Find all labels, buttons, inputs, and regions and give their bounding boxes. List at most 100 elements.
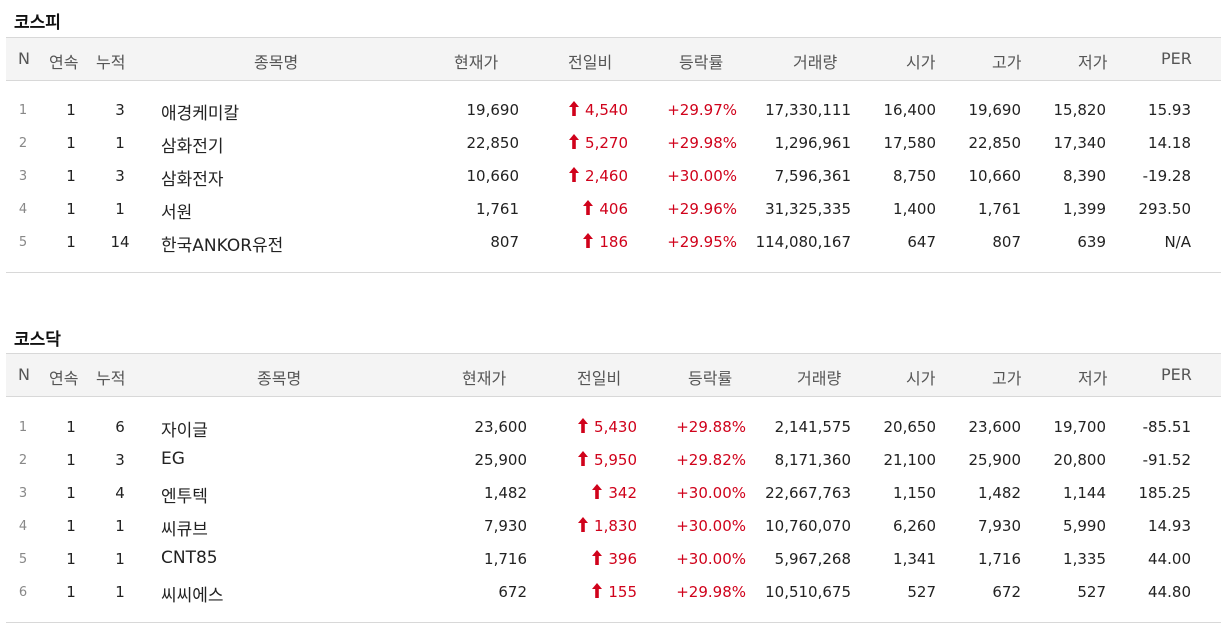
price-change: 5,430	[578, 418, 637, 436]
high-price: 22,850	[968, 134, 1022, 152]
per-value: 185.25	[1138, 484, 1192, 502]
change-rate: +30.00%	[676, 550, 746, 568]
table-row[interactable]: 5 1 1 CNT85 1,716 396 +30.00% 5,967,268 1,341 1,7…	[6, 543, 1221, 576]
col-n: N	[18, 365, 30, 384]
low-price: 8,390	[1063, 167, 1106, 185]
consecutive-count: 1	[66, 233, 76, 251]
up-arrow-icon	[569, 134, 580, 149]
stock-name[interactable]: 삼화전자	[161, 170, 224, 190]
row-number: 1	[18, 420, 28, 435]
consecutive-count: 1	[66, 583, 76, 601]
section-title: 코스피	[14, 13, 61, 33]
diff-value: 5,430	[594, 418, 637, 436]
divider	[6, 272, 1221, 273]
up-arrow-icon	[583, 233, 594, 248]
per-value: -91.52	[1142, 451, 1191, 469]
price-change: 2,460	[569, 167, 628, 185]
up-arrow-icon	[592, 550, 603, 565]
current-price: 22,850	[466, 134, 520, 152]
table-row[interactable]: 3 1 4 엔투텍 1,482 342 +30.00% 22,667,763 1,150 1,48…	[6, 477, 1221, 510]
stock-name[interactable]: 엔투텍	[161, 487, 208, 507]
cumulative-count: 14	[110, 233, 130, 251]
row-number: 1	[18, 103, 28, 118]
row-number: 3	[18, 486, 28, 501]
table-row[interactable]: 1 1 6 자이글 23,600 5,430 +29.88% 2,141,575 20,650 2…	[6, 411, 1221, 444]
low-price: 1,144	[1063, 484, 1106, 502]
col-open: 시가	[906, 53, 936, 72]
stock-name[interactable]: EG	[161, 449, 185, 469]
open-price: 8,750	[893, 167, 936, 185]
table-row[interactable]: 1 1 3 애경케미칼 19,690 4,540 +29.97% 17,330,111 16,4…	[6, 94, 1221, 127]
price-change: 5,270	[569, 134, 628, 152]
col-cont: 연속	[49, 53, 79, 72]
high-price: 1,482	[978, 484, 1021, 502]
current-price: 1,716	[484, 550, 527, 568]
per-value: 44.80	[1148, 583, 1191, 601]
open-price: 20,650	[883, 418, 937, 436]
high-price: 10,660	[968, 167, 1022, 185]
up-arrow-icon	[578, 517, 589, 532]
volume: 17,330,111	[765, 101, 851, 119]
consecutive-count: 1	[66, 550, 76, 568]
change-rate: +29.95%	[667, 233, 737, 251]
current-price: 19,690	[466, 101, 520, 119]
low-price: 1,335	[1063, 550, 1106, 568]
diff-value: 5,950	[594, 451, 637, 469]
open-price: 1,400	[893, 200, 936, 218]
col-high: 고가	[992, 369, 1022, 388]
kosdaq-section: 코스닥 N 연속 누적 종목명 현재가 전일비 등락률 거래량 시가 고가 저가…	[6, 317, 1221, 625]
col-low: 저가	[1078, 53, 1108, 72]
table-header: N 연속 누적 종목명 현재가 전일비 등락률 거래량 시가 고가 저가 PER	[6, 353, 1221, 397]
table-row[interactable]: 4 1 1 서원 1,761 406 +29.96% 31,325,335 1,400 1,761…	[6, 193, 1221, 226]
cumulative-count: 6	[115, 418, 125, 436]
low-price: 639	[1077, 233, 1106, 251]
up-arrow-icon	[578, 418, 589, 433]
stock-name[interactable]: 서원	[161, 203, 193, 223]
table-row[interactable]: 6 1 1 씨씨에스 672 155 +29.98% 10,510,675 527 672 527 4…	[6, 576, 1221, 609]
change-rate: +29.82%	[676, 451, 746, 469]
stock-name[interactable]: 삼화전기	[161, 137, 224, 157]
kospi-section: 코스피 N 연속 누적 종목명 현재가 전일비 등락률 거래량 시가 고가 저가…	[6, 0, 1221, 280]
open-price: 1,150	[893, 484, 936, 502]
diff-value: 155	[608, 583, 637, 601]
table-row[interactable]: 3 1 3 삼화전자 10,660 2,460 +30.00% 7,596,361 8,750 1…	[6, 160, 1221, 193]
high-price: 1,761	[978, 200, 1021, 218]
stock-name[interactable]: 한국ANKOR유전	[161, 236, 284, 256]
low-price: 20,800	[1053, 451, 1107, 469]
table-row[interactable]: 4 1 1 씨큐브 7,930 1,830 +30.00% 10,760,070 6,260 7,…	[6, 510, 1221, 543]
diff-value: 396	[608, 550, 637, 568]
current-price: 25,900	[474, 451, 528, 469]
stock-name[interactable]: 씨큐브	[161, 520, 208, 540]
current-price: 10,660	[466, 167, 520, 185]
row-number: 5	[18, 552, 28, 567]
low-price: 15,820	[1053, 101, 1107, 119]
consecutive-count: 1	[66, 517, 76, 535]
cumulative-count: 1	[115, 550, 125, 568]
low-price: 527	[1077, 583, 1106, 601]
open-price: 21,100	[883, 451, 937, 469]
high-price: 672	[992, 583, 1021, 601]
change-rate: +29.98%	[667, 134, 737, 152]
change-rate: +29.96%	[667, 200, 737, 218]
stock-name[interactable]: 자이글	[161, 421, 208, 441]
volume: 22,667,763	[765, 484, 851, 502]
low-price: 1,399	[1063, 200, 1106, 218]
current-price: 7,930	[484, 517, 527, 535]
table-row[interactable]: 5 1 14 한국ANKOR유전 807 186 +29.95% 114,080,167 647…	[6, 226, 1221, 259]
table-row[interactable]: 2 1 3 EG 25,900 5,950 +29.82% 8,171,360 21,100 25…	[6, 444, 1221, 477]
table-row[interactable]: 2 1 1 삼화전기 22,850 5,270 +29.98% 1,296,961 17,580…	[6, 127, 1221, 160]
col-volume: 거래량	[797, 369, 842, 388]
col-per: PER	[1161, 49, 1192, 68]
open-price: 16,400	[883, 101, 937, 119]
consecutive-count: 1	[66, 484, 76, 502]
cumulative-count: 3	[115, 451, 125, 469]
stock-name[interactable]: 애경케미칼	[161, 104, 240, 124]
diff-value: 1,830	[594, 517, 637, 535]
col-name: 종목명	[257, 369, 302, 388]
stock-name[interactable]: 씨씨에스	[161, 586, 224, 606]
stock-name[interactable]: CNT85	[161, 548, 218, 568]
col-cont: 연속	[49, 369, 79, 388]
per-value: 14.93	[1148, 517, 1191, 535]
row-number: 4	[18, 202, 28, 217]
price-change: 1,830	[578, 517, 637, 535]
